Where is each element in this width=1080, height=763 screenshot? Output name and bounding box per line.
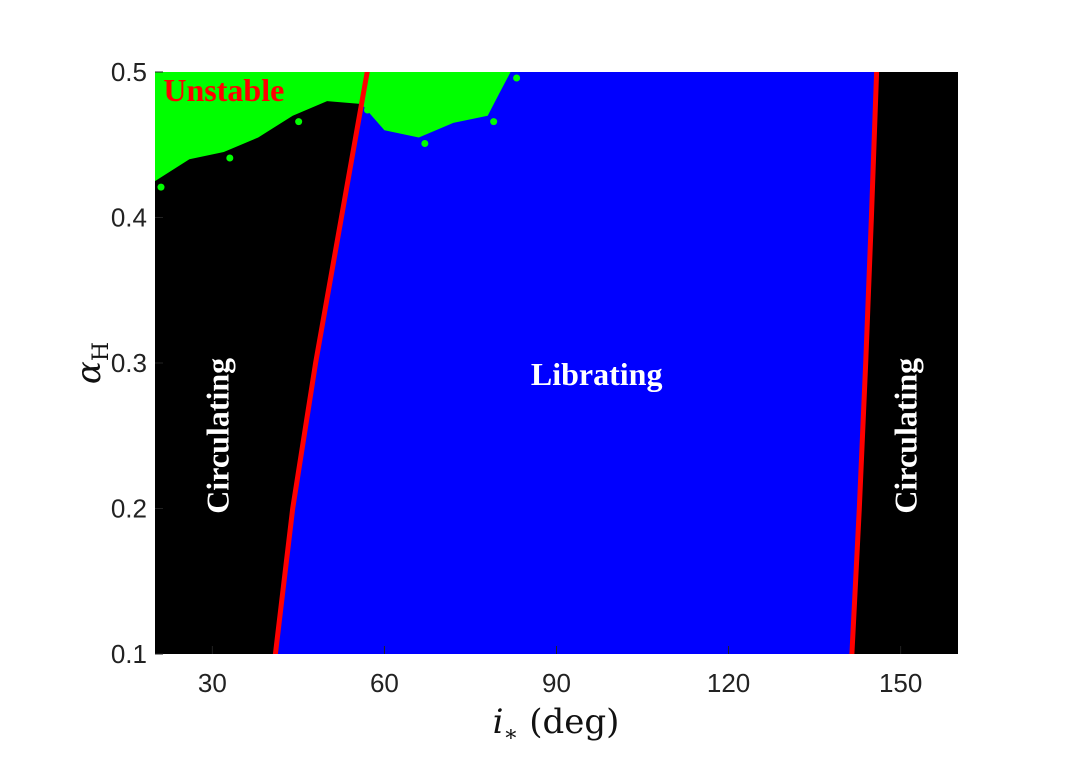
unstable-point (226, 154, 234, 162)
region-label-circulating: Circulating (888, 358, 924, 514)
librating-region (275, 72, 877, 654)
x-axis-title: i∗ (deg) (493, 702, 620, 747)
y-tick-label: 0.3 (111, 348, 147, 378)
region-label-librating: Librating (531, 356, 663, 392)
region-label-unstable: Unstable (163, 72, 284, 108)
y-tick-label: 0.4 (111, 203, 147, 233)
y-axis: 0.1 0.2 0.3 0.4 0.5 (111, 57, 163, 669)
unstable-point (490, 118, 498, 126)
x-tick-label: 90 (542, 668, 571, 698)
x-tick-label: 60 (370, 668, 399, 698)
unstable-point (421, 139, 429, 147)
y-tick-label: 0.1 (111, 639, 147, 669)
x-tick-label: 30 (198, 668, 227, 698)
x-tick-label: 120 (707, 668, 750, 698)
unstable-point (363, 106, 371, 114)
y-tick-label: 0.2 (111, 494, 147, 524)
boundary-curve-2 (849, 72, 880, 654)
unstable-point (157, 183, 165, 191)
x-tick-label: 150 (879, 668, 922, 698)
boundary-layer (272, 72, 880, 654)
y-axis-title: αH (69, 342, 114, 384)
boundary-curve-1 (272, 72, 370, 654)
y-tick-label: 0.5 (111, 57, 147, 87)
unstable-point (295, 118, 303, 126)
unstable-region (155, 72, 511, 182)
annotation-layer: Unstable Circulating Librating Circulating (163, 72, 923, 514)
region-label-circulating: Circulating (199, 358, 235, 514)
x-axis: 30 60 90 120 150 (198, 646, 922, 698)
unstable-point (513, 74, 521, 82)
